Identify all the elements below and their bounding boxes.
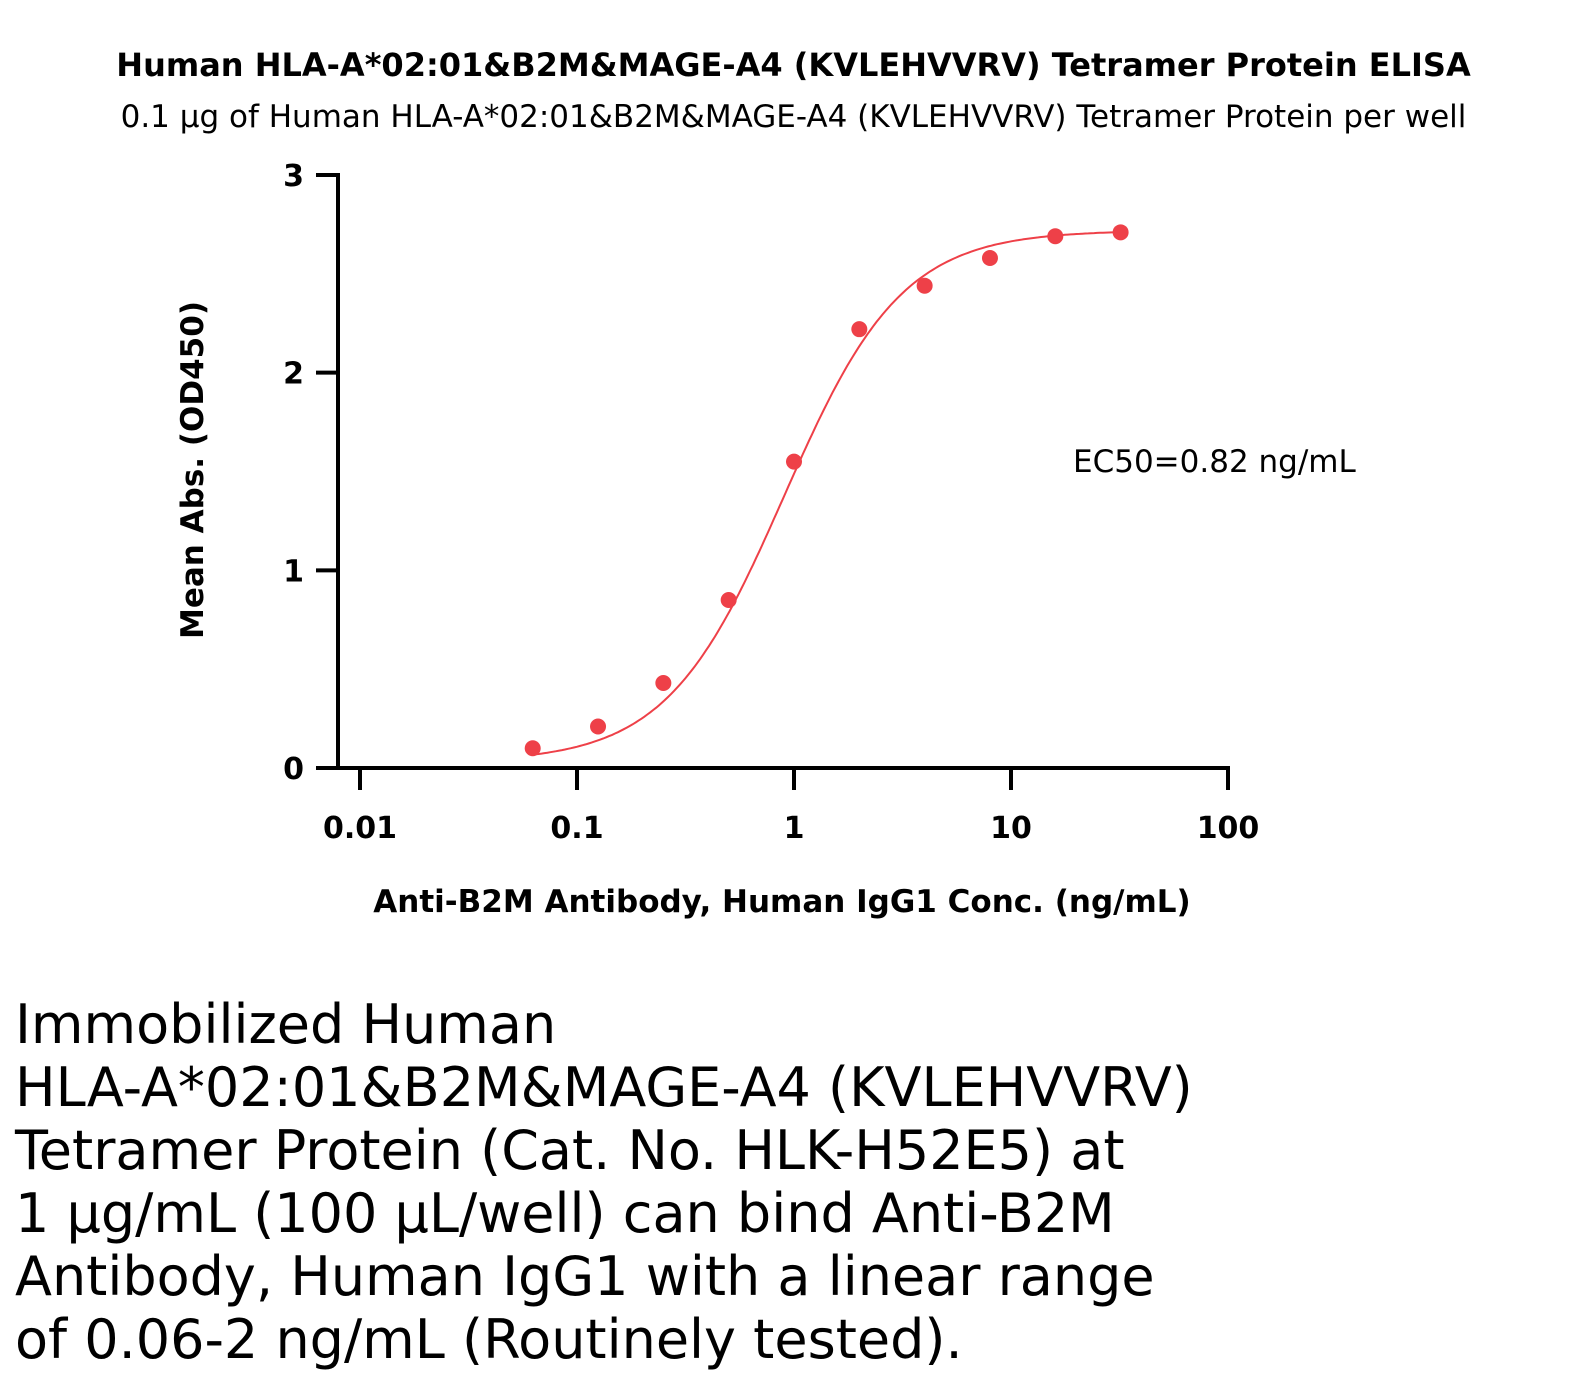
data-point (655, 675, 672, 692)
caption-line-5: Antibody, Human IgG1 with a linear range (15, 1245, 1155, 1308)
x-tick-label: 10 (990, 811, 1032, 846)
fit-curve (532, 231, 1121, 756)
caption-line-4: 1 µg/mL (100 µL/well) can bind Anti-B2M (15, 1182, 1115, 1245)
data-point (1112, 224, 1129, 241)
elisa-chart: 0 1 2 3 0.01 0.1 1 10 100 Anti-B2M Antibody, Huma… (175, 159, 1356, 920)
y-axis-label: Mean Abs. (OD450) (175, 301, 211, 639)
caption-line-6: of 0.06-2 ng/mL (Routinely tested). (15, 1308, 963, 1371)
data-point (786, 453, 802, 470)
y-tick-label: 0 (283, 752, 304, 787)
data-point (590, 718, 607, 735)
chart-subtitle: 0.1 µg of Human HLA-A*02:01&B2M&MAGE-A4 … (120, 99, 1467, 135)
caption-line-3: Tetramer Protein (Cat. No. HLK-H52E5) at (15, 1119, 1125, 1182)
ec50-annotation: EC50=0.82 ng/mL (1073, 444, 1356, 480)
x-tick-label: 0.01 (323, 811, 397, 846)
data-point (524, 740, 541, 757)
x-axis-label: Anti-B2M Antibody, Human IgG1 Conc. (ng/… (373, 884, 1190, 920)
data-point (916, 277, 933, 294)
data-point (981, 250, 998, 267)
data-points (524, 224, 1129, 757)
x-tick-label: 1 (784, 811, 805, 846)
axes (316, 173, 1230, 790)
axis-labels: 0 1 2 3 0.01 0.1 1 10 100 Anti-B2M Antibody, Huma… (175, 159, 1356, 920)
data-point (851, 321, 868, 338)
data-point (720, 591, 737, 608)
chart-title: Human HLA-A*02:01&B2M&MAGE-A4 (KVLEHVVRV… (116, 46, 1471, 84)
caption-line-1: Immobilized Human (15, 993, 557, 1056)
x-tick-label: 0.1 (550, 811, 603, 846)
data-point (1047, 228, 1064, 245)
x-tick-label: 100 (1197, 811, 1260, 846)
caption-line-2: HLA-A*02:01&B2M&MAGE-A4 (KVLEHVVRV) (15, 1056, 1193, 1119)
y-tick-label: 3 (283, 159, 304, 194)
y-tick-label: 2 (283, 357, 304, 392)
y-tick-label: 1 (283, 554, 304, 589)
